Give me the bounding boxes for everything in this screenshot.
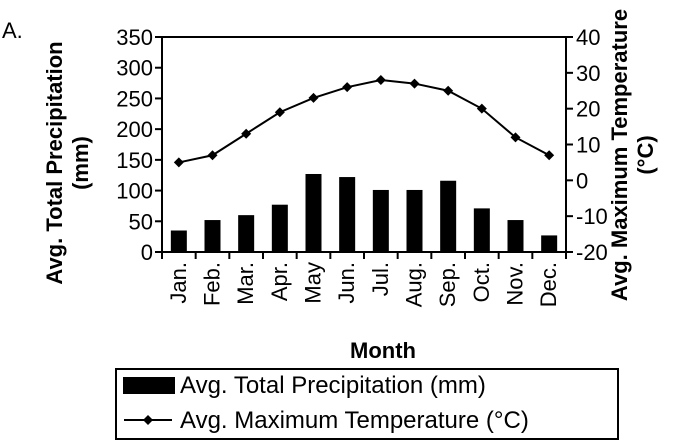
legend-box — [115, 368, 619, 440]
temperature-point — [510, 132, 521, 143]
left-axis-tick-label: 250 — [116, 86, 153, 111]
x-axis-tick-label: Dec. — [536, 262, 561, 307]
precipitation-bar — [541, 235, 558, 252]
left-axis-tick-label: 0 — [141, 240, 153, 265]
right-axis-tick-label: 10 — [576, 133, 600, 158]
temperature-point — [409, 78, 420, 89]
x-axis-tick-label: Jul. — [368, 262, 393, 296]
temperature-point — [476, 103, 487, 114]
x-axis-tick-label: Apr. — [267, 262, 292, 301]
right-axis-tick-label: 30 — [576, 61, 600, 86]
temperature-point — [173, 157, 184, 168]
x-axis-tick-label: Nov. — [503, 262, 528, 306]
x-axis-tick-label: Mar. — [233, 262, 258, 305]
left-axis-tick-label: 300 — [116, 56, 153, 81]
right-axis-title-line1: Avg. Maximum Temperature(°C) — [607, 9, 658, 301]
left-axis-tick-label: 150 — [116, 148, 153, 173]
temperature-line — [178, 78, 550, 164]
precipitation-bar — [440, 180, 457, 252]
legend-temperature-label: Avg. Maximum Temperature (°C) — [180, 407, 529, 434]
plot-area: 0 50 100 150 200 250 300 350 -20 -10 0 10 20 30 40 Jan.… — [116, 25, 608, 307]
legend-precipitation-label: Avg. Total Precipitation (mm) — [180, 372, 486, 399]
x-axis-title: Month — [350, 338, 416, 363]
precipitation-bar — [507, 220, 524, 252]
precipitation-bar — [305, 173, 322, 252]
temperature-point — [375, 75, 386, 85]
temperature-point — [308, 92, 319, 103]
left-axis-tick-label: 350 — [116, 25, 153, 50]
x-axis-tick-label: Jun. — [334, 262, 359, 304]
x-axis-tick-label: Jan. — [166, 262, 191, 304]
x-axis-tick-label: Aug. — [402, 262, 427, 307]
right-axis-tick-label: 40 — [576, 25, 600, 50]
x-axis-tick-label: Oct. — [469, 262, 494, 302]
precipitation-bar — [204, 220, 221, 252]
temperature-point — [207, 150, 218, 161]
precipitation-bar — [473, 208, 490, 252]
left-axis-tick-label: 50 — [129, 209, 153, 234]
right-axis-tick-label: 20 — [576, 97, 600, 122]
panel-label: A. — [2, 18, 23, 43]
precipitation-bar — [271, 204, 288, 252]
precipitation-bar — [238, 215, 255, 252]
legend-bar-swatch — [123, 377, 175, 394]
x-axis-tick-label: Sep. — [435, 262, 460, 307]
legend-diamond-marker — [143, 415, 153, 425]
precipitation-bar — [170, 230, 187, 252]
legend: Avg. Total Precipitation (mm) Avg. Maxim… — [115, 368, 619, 440]
left-axis-tick-label: 200 — [116, 117, 153, 142]
temperature-point — [241, 128, 252, 139]
right-axis-tick-label: -10 — [576, 204, 608, 229]
right-axis-tick-label: 0 — [576, 168, 588, 193]
temperature-point — [274, 107, 285, 118]
temperature-point — [443, 85, 454, 96]
x-axis-tick-label: May — [301, 262, 326, 304]
precipitation-bar — [406, 189, 423, 252]
plot-frame — [161, 36, 567, 253]
x-axis-tick-label: Feb. — [200, 262, 225, 306]
temperature-point — [342, 82, 353, 93]
left-axis-tick-label: 100 — [116, 179, 153, 204]
temperature-point — [544, 150, 555, 161]
right-axis-tick-label: -20 — [576, 240, 608, 265]
left-axis-title-line1: Avg. Total Precipitation(mm) — [42, 41, 93, 284]
precipitation-bar — [372, 189, 389, 252]
precipitation-bar — [339, 177, 356, 252]
